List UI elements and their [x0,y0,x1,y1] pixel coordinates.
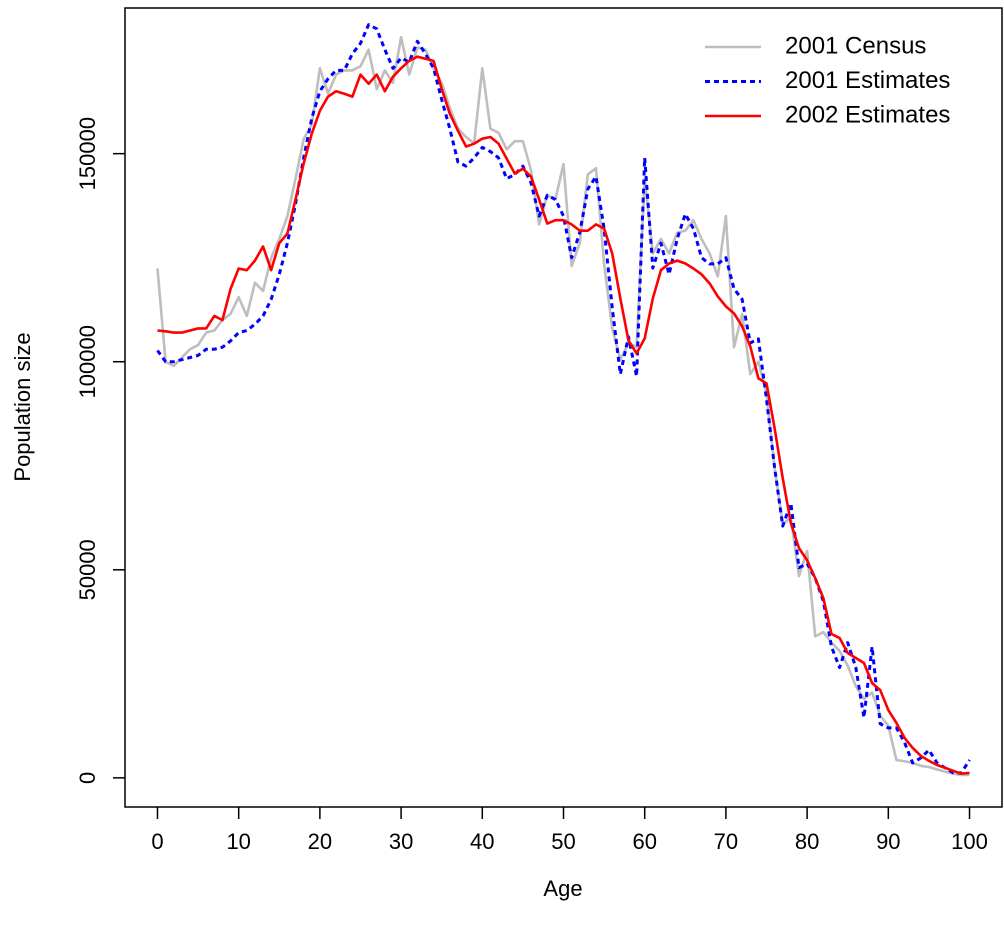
x-tick-label: 90 [876,829,900,854]
series-line [156,35,970,777]
y-tick-label: 0 [75,772,100,784]
x-tick-label: 60 [632,829,656,854]
y-tick-label: 50000 [75,539,100,600]
legend-label: 2002 Estimates [785,101,950,128]
x-tick-label: 10 [226,829,250,854]
y-tick-label: 150000 [75,117,100,190]
series-line [157,55,970,776]
y-tick-label: 100000 [75,325,100,398]
legend-label: 2001 Census [785,32,926,59]
x-tick-label: 100 [951,829,988,854]
legend-label: 2001 Estimates [785,67,950,94]
y-axis-label: Population size [10,332,35,481]
x-tick-label: 80 [795,829,819,854]
x-axis-label: Age [543,876,582,901]
x-tick-label: 0 [151,829,163,854]
x-tick-label: 20 [308,829,332,854]
x-tick-label: 50 [551,829,575,854]
x-tick-label: 70 [714,829,738,854]
series-line [156,23,971,775]
x-tick-label: 30 [389,829,413,854]
x-tick-label: 40 [470,829,494,854]
